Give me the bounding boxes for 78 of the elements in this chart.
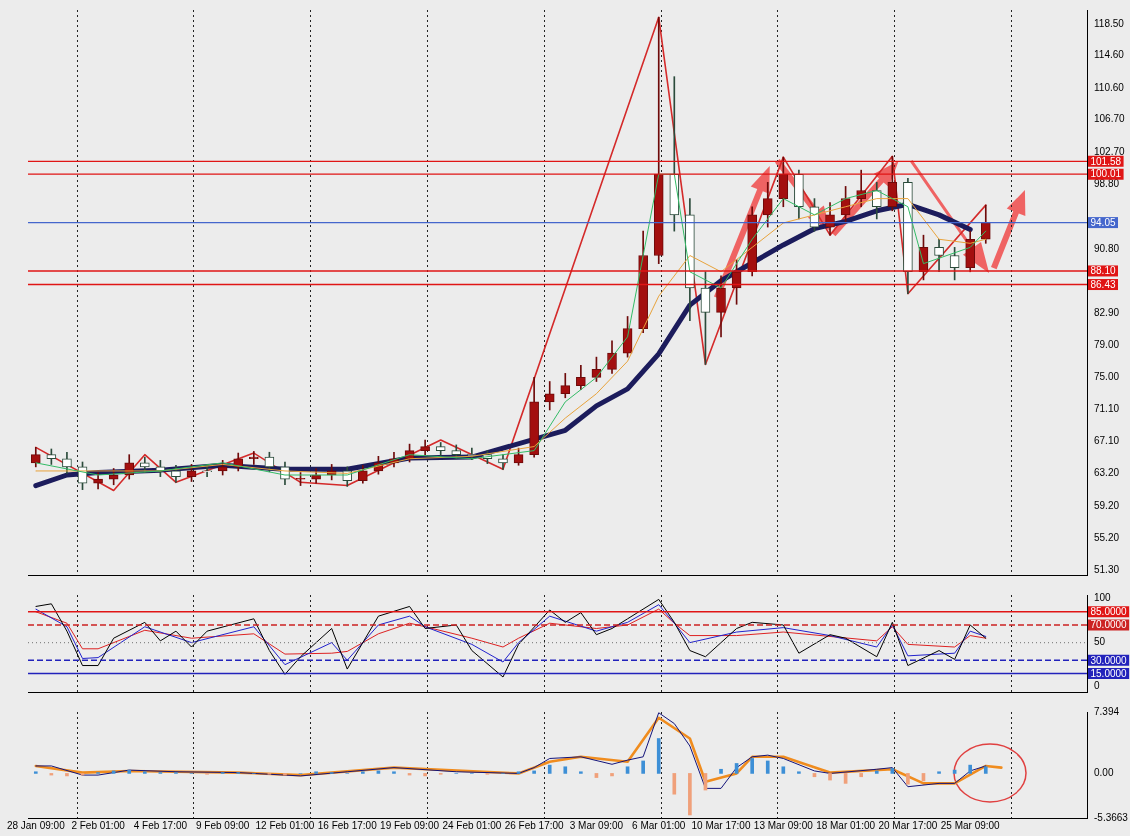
bar — [579, 771, 583, 774]
y-tick-label: 75.00 — [1094, 371, 1120, 383]
ref-line-label: 94.05 — [1090, 216, 1116, 228]
x-tick-label: 4 Feb 17:00 — [133, 819, 188, 831]
x-tick-label: 18 Mar 01:00 — [816, 819, 876, 831]
ref-line-label: 88.10 — [1090, 265, 1116, 277]
ref-line-label: 15.0000 — [1090, 667, 1128, 679]
x-tick-label: 25 Mar 09:00 — [940, 819, 1001, 831]
bar — [688, 773, 692, 816]
bar — [719, 768, 723, 774]
x-tick-label: 20 Mar 17:00 — [878, 819, 938, 831]
y-tick-label: 7.394 — [1094, 705, 1120, 717]
bar — [672, 773, 677, 795]
bar — [361, 771, 365, 774]
x-tick-label: 28 Jan 09:00 — [6, 819, 66, 831]
bar — [750, 758, 754, 774]
bar — [968, 764, 973, 774]
y-tick-label: 0 — [1094, 680, 1100, 692]
ref-line-label: 101.58 — [1090, 155, 1122, 167]
bar — [797, 771, 801, 774]
bar — [516, 771, 521, 774]
bar — [392, 771, 396, 774]
y-tick-label: 55.20 — [1094, 532, 1120, 544]
bar — [65, 773, 69, 777]
y-tick-label: 90.80 — [1094, 242, 1120, 254]
bar — [563, 766, 568, 774]
x-tick-label: 24 Feb 01:00 — [442, 819, 502, 831]
y-tick-label: 79.00 — [1094, 338, 1120, 350]
bar — [765, 760, 770, 774]
bar — [610, 773, 614, 777]
y-tick-label: 59.20 — [1094, 499, 1120, 511]
ref-line-label: 85.0000 — [1090, 606, 1128, 617]
bar — [937, 771, 941, 774]
x-tick-label: 10 Mar 17:00 — [691, 819, 751, 831]
bar — [33, 771, 38, 774]
bar — [656, 738, 661, 774]
bar — [983, 766, 988, 774]
bar — [532, 770, 536, 774]
bar — [781, 766, 786, 774]
bar — [828, 773, 832, 781]
x-tick-label: 19 Feb 09:00 — [380, 819, 440, 831]
bar — [906, 773, 910, 785]
bar — [142, 771, 147, 774]
y-tick-label: 110.60 — [1094, 81, 1125, 93]
y-tick-label: 98.80 — [1094, 177, 1120, 189]
y-tick-label: 71.10 — [1094, 402, 1120, 414]
x-tick-label: 16 Feb 17:00 — [317, 819, 378, 831]
x-tick-label: 13 Mar 09:00 — [753, 819, 814, 831]
bar — [547, 764, 552, 774]
y-tick-label: 63.20 — [1094, 467, 1120, 479]
y-tick-label: -5.3663 — [1094, 811, 1129, 823]
bar — [283, 773, 287, 776]
y-tick-label: 106.70 — [1094, 113, 1126, 125]
ref-line-label: 30.0000 — [1090, 654, 1128, 666]
bar — [423, 773, 427, 777]
bar — [127, 769, 132, 774]
x-tick-label: 9 Feb 09:00 — [195, 819, 250, 831]
x-tick-label: 2 Feb 01:00 — [71, 819, 126, 831]
y-tick-label: 82.90 — [1094, 306, 1120, 318]
y-tick-label: 100 — [1094, 592, 1112, 604]
bar — [859, 773, 864, 778]
y-tick-label: 118.50 — [1094, 17, 1125, 29]
bar — [314, 771, 318, 774]
x-tick-label: 3 Mar 09:00 — [569, 819, 624, 831]
y-tick-label: 67.10 — [1094, 435, 1120, 447]
x-tick-label: 26 Feb 17:00 — [504, 819, 565, 831]
ref-line-label: 100.01 — [1090, 168, 1122, 180]
ref-line-label: 70.0000 — [1090, 619, 1128, 631]
y-tick-label: 50 — [1094, 636, 1106, 648]
y-tick-label: 51.30 — [1094, 563, 1120, 575]
x-tick-label: 6 Mar 01:00 — [632, 819, 686, 831]
bar — [874, 770, 879, 774]
bar — [641, 760, 645, 774]
x-tick-label: 12 Feb 01:00 — [255, 819, 315, 831]
y-tick-label: 114.60 — [1094, 49, 1125, 61]
y-tick-label: 102.70 — [1094, 146, 1126, 158]
y-tick-label: 0.00 — [1094, 767, 1114, 779]
ref-line-label: 86.43 — [1090, 278, 1116, 290]
